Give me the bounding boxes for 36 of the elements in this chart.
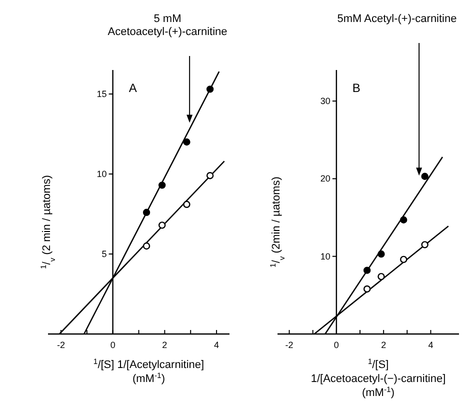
x-tick-label: -2 — [285, 340, 294, 350]
text: A — [128, 81, 137, 95]
point — [142, 242, 150, 250]
point — [400, 216, 408, 224]
point — [142, 208, 150, 216]
point — [206, 172, 214, 180]
y-tick-label: 30 — [320, 96, 330, 106]
point — [183, 200, 190, 208]
text: 5mM Acetyl-(+)-carnitine — [337, 13, 457, 25]
y-tick-label: 5 — [102, 249, 107, 259]
point — [158, 222, 166, 229]
point — [400, 256, 408, 264]
x-tick-label: 2 — [162, 340, 168, 350]
point — [421, 172, 428, 180]
y-tick-label: 10 — [320, 251, 330, 262]
point — [183, 138, 190, 146]
y-tick-label: 20 — [320, 174, 330, 184]
x-tick-label: 4 — [428, 340, 434, 350]
x-tick-label: 2 — [381, 340, 386, 350]
x-tick-label: 0 — [334, 340, 339, 350]
point — [206, 86, 214, 93]
point — [363, 285, 371, 293]
x-axis-title: $^{1}$/[S] 1/[Acetoacetyl-(−)-carnitine] (mM$^{-1}$) — [310, 356, 446, 399]
y-tick-label: 15 — [96, 89, 107, 99]
text: B — [352, 81, 360, 95]
point — [421, 241, 428, 248]
x-tick-label: -2 — [56, 340, 65, 350]
point — [363, 266, 371, 274]
point — [158, 182, 166, 189]
text: 5 mM Acetoacetyl-(+)-carnitine — [108, 13, 228, 38]
point — [378, 272, 385, 280]
y-tick-label: 10 — [96, 169, 107, 179]
x-axis-title: $^{1}$/[S] 1/[Acetylcarnitine] (mM$^{-1}$) — [93, 356, 204, 385]
point — [378, 250, 385, 258]
x-tick-label: 4 — [214, 340, 220, 350]
x-tick-label: 0 — [110, 340, 116, 350]
